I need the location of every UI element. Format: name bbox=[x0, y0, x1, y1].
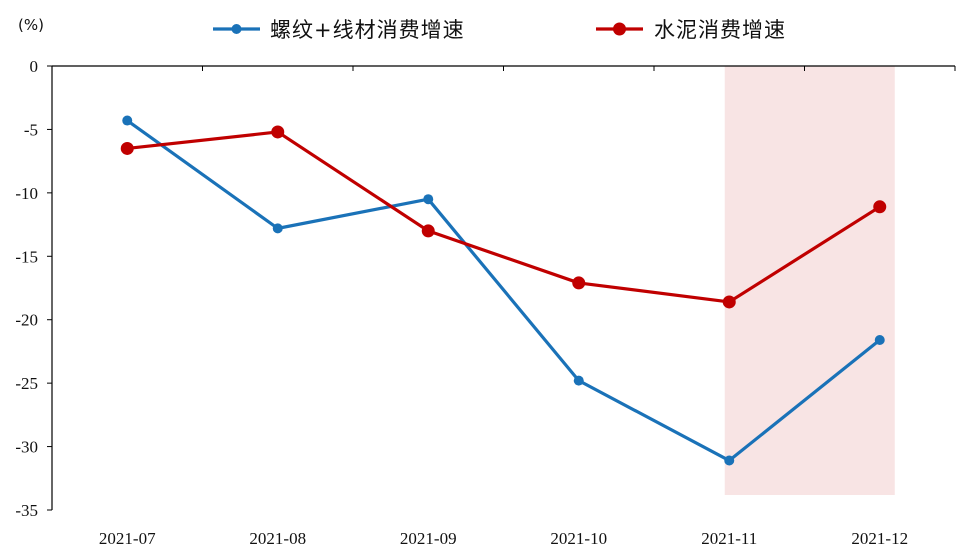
y-tick-label: -30 bbox=[15, 438, 38, 457]
series-2-point bbox=[722, 295, 736, 309]
y-tick-label: -5 bbox=[24, 120, 38, 139]
y-unit-label: (%) bbox=[18, 16, 44, 34]
x-tick-label: 2021-12 bbox=[851, 529, 908, 548]
series-1-point bbox=[573, 375, 584, 386]
series-2-point bbox=[873, 200, 887, 214]
series-1-point bbox=[874, 335, 885, 346]
series-2-point bbox=[271, 125, 285, 139]
x-tick-label: 2021-07 bbox=[99, 529, 156, 548]
y-tick-label: 0 bbox=[30, 57, 39, 76]
y-tick-label: -15 bbox=[15, 247, 38, 266]
series-line-1 bbox=[126, 119, 881, 463]
legend-label-1: 螺纹+线材消费增速 bbox=[270, 18, 465, 42]
y-tick-label: -10 bbox=[15, 184, 38, 203]
series-1-point bbox=[122, 115, 133, 126]
x-tick-label: 2021-08 bbox=[249, 529, 306, 548]
y-tick-label: -25 bbox=[15, 374, 38, 393]
series-2-point bbox=[421, 224, 435, 238]
series-1-point bbox=[724, 455, 735, 466]
series-2-point bbox=[120, 141, 134, 155]
x-tick-label: 2021-10 bbox=[550, 529, 607, 548]
series-2-point bbox=[572, 276, 586, 290]
series-line-2 bbox=[127, 130, 881, 304]
legend-label-2: 水泥消费增速 bbox=[654, 18, 786, 42]
x-tick-label: 2021-11 bbox=[701, 529, 757, 548]
y-tick-label: -20 bbox=[15, 311, 38, 330]
series-1-point bbox=[272, 223, 283, 234]
highlight-band bbox=[724, 66, 895, 495]
legend-marker-1 bbox=[231, 24, 242, 34]
y-tick-label: -35 bbox=[15, 501, 38, 520]
x-tick-label: 2021-09 bbox=[400, 529, 457, 548]
legend-marker-2 bbox=[613, 22, 626, 36]
series-1-point bbox=[423, 194, 434, 205]
